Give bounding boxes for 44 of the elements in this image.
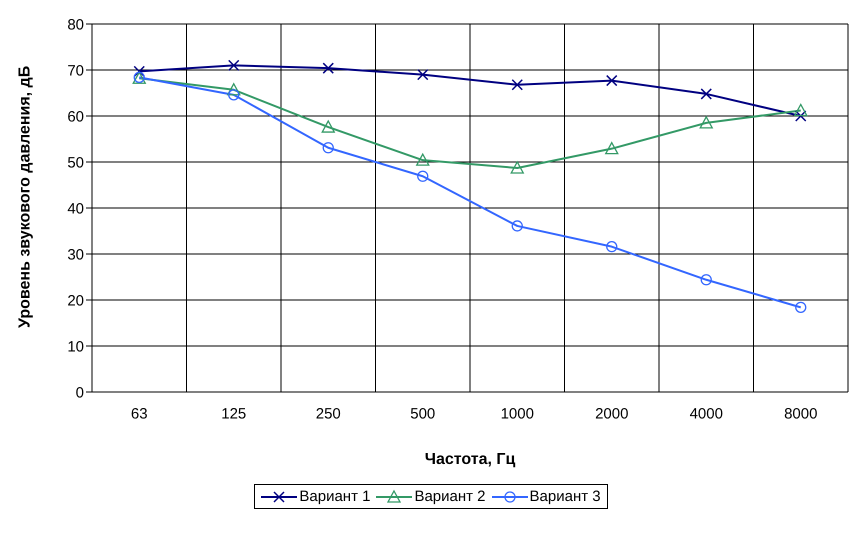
x-tick-label: 4000 xyxy=(690,406,723,423)
x-tick-label: 8000 xyxy=(784,406,818,423)
x-tick-label: 250 xyxy=(316,406,341,423)
x-tick-label: 63 xyxy=(130,406,148,423)
legend-label: Вариант 3 xyxy=(530,488,601,505)
x-tick-label: 2000 xyxy=(595,406,628,423)
point xyxy=(605,142,618,154)
point xyxy=(417,170,428,182)
point xyxy=(134,66,145,78)
legend-label: Вариант 2 xyxy=(414,488,486,505)
y-axis-title: Уровень звукового давления, дБ xyxy=(16,66,34,328)
point xyxy=(228,60,240,72)
x-tick-label: 125 xyxy=(221,406,246,423)
y-tick-label: 50 xyxy=(67,154,84,172)
y-tick-label: 10 xyxy=(67,338,84,356)
point xyxy=(795,110,806,122)
point xyxy=(794,104,808,116)
point xyxy=(322,120,335,133)
y-tick-label: 70 xyxy=(67,62,84,80)
x-tick-label: 1000 xyxy=(500,406,534,423)
y-tick-label: 20 xyxy=(67,292,84,310)
point xyxy=(510,161,524,174)
legend-label: Вариант 1 xyxy=(299,488,370,505)
point xyxy=(512,220,523,232)
y-tick-label: 80 xyxy=(67,16,84,34)
y-tick-label: 60 xyxy=(67,108,84,126)
y-tick-label: 40 xyxy=(67,200,84,218)
point xyxy=(227,83,240,96)
y-tick-label: 0 xyxy=(76,384,84,402)
point xyxy=(322,62,334,74)
point xyxy=(700,274,712,286)
y-tick-label: 30 xyxy=(67,246,84,264)
point xyxy=(512,78,523,90)
x-tick-label: 500 xyxy=(410,406,436,423)
point xyxy=(228,89,240,100)
point xyxy=(700,116,713,129)
point xyxy=(606,74,618,86)
point xyxy=(322,142,334,154)
point xyxy=(795,302,806,314)
point xyxy=(700,88,712,100)
point xyxy=(416,154,430,166)
x-axis-title: Частота, Гц xyxy=(424,451,516,468)
point xyxy=(417,68,428,80)
point xyxy=(606,240,618,252)
